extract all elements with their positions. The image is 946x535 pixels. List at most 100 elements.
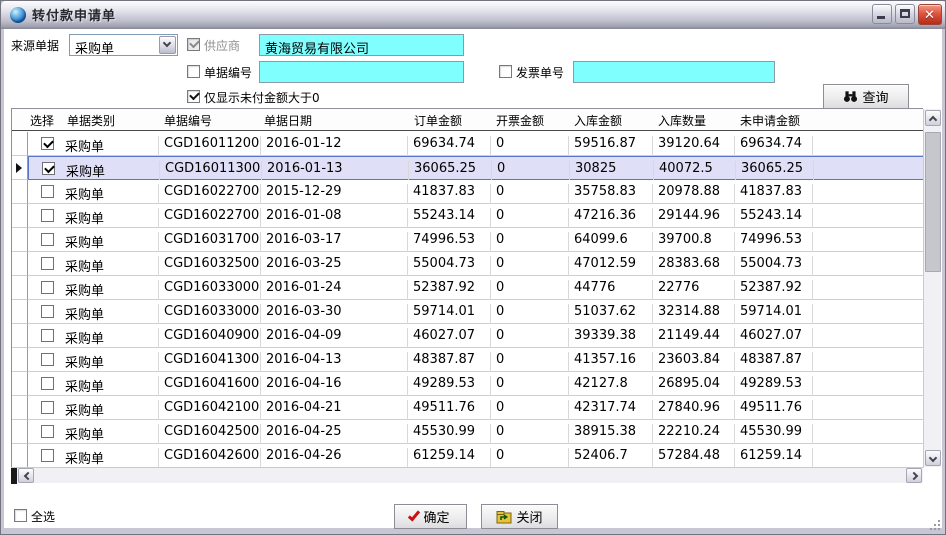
only-unpaid-checkbox[interactable]	[187, 90, 200, 103]
table-row[interactable]: 采购单 CGD160426002 2016-04-26 61259.14 0 52406.…	[12, 444, 924, 468]
row-select-checkbox[interactable]	[41, 305, 54, 318]
ok-button[interactable]: 确定	[394, 504, 467, 529]
cell-order-amt: 52387.92	[408, 280, 491, 300]
row-select-checkbox[interactable]	[41, 401, 54, 414]
cell-doc-no: CGD160416002	[159, 376, 261, 396]
invoice-no-checkbox[interactable]	[499, 65, 512, 78]
row-select-checkbox[interactable]	[41, 353, 54, 366]
cell-order-amt: 49289.53	[408, 376, 491, 396]
row-select-checkbox[interactable]	[41, 425, 54, 438]
maximize-button[interactable]	[895, 4, 915, 24]
cell-order-amt: 49511.76	[408, 400, 491, 420]
table-row[interactable]: 采购单 CGD160227002 2016-01-08 55243.14 0 47216.…	[12, 204, 924, 228]
scroll-down-button[interactable]	[925, 450, 941, 466]
minimize-button[interactable]	[872, 4, 892, 24]
row-selector-cell[interactable]	[12, 132, 28, 156]
row-body[interactable]: 采购单 CGD160426002 2016-04-26 61259.14 0 52406.…	[28, 444, 924, 468]
row-select-checkbox[interactable]	[41, 377, 54, 390]
row-select-checkbox[interactable]	[41, 137, 54, 150]
row-selector-cell[interactable]	[12, 252, 28, 276]
cell-in-amt: 51037.62	[569, 304, 653, 324]
row-body[interactable]: 采购单 CGD160227001 2015-12-29 41837.83 0 35758.…	[28, 180, 924, 204]
row-selector-cell[interactable]	[12, 396, 28, 420]
combo-dropdown-button[interactable]	[159, 36, 176, 54]
row-select-checkbox[interactable]	[41, 449, 54, 462]
row-selector-cell[interactable]	[12, 204, 28, 228]
scroll-right-button[interactable]	[906, 468, 922, 483]
vertical-scrollbar[interactable]	[923, 109, 941, 467]
row-body[interactable]: 采购单 CGD160112004 2016-01-12 69634.74 0 59516.…	[28, 132, 924, 156]
row-select-checkbox[interactable]	[41, 281, 54, 294]
vertical-scroll-thumb[interactable]	[925, 132, 941, 272]
table-row[interactable]: 采购单 CGD160227001 2015-12-29 41837.83 0 35758.…	[12, 180, 924, 204]
table-row[interactable]: 采购单 CGD160113003 2016-01-13 36065.25 0 30825 4…	[12, 156, 925, 181]
cell-blank	[813, 280, 924, 300]
cell-doc-no: CGD160112004	[159, 136, 261, 156]
table-row[interactable]: 采购单 CGD160325005 2016-03-25 55004.73 0 47012.…	[12, 252, 924, 276]
header-doc-date: 单据日期	[264, 114, 313, 128]
cell-doc-date: 2016-04-16	[261, 376, 408, 396]
grid-splitter-mark[interactable]	[11, 468, 17, 484]
resize-grip[interactable]	[927, 517, 940, 530]
scroll-left-button[interactable]	[18, 468, 34, 483]
close-button[interactable]: ✕	[918, 4, 942, 25]
cell-doc-date: 2016-04-09	[261, 328, 408, 348]
scroll-up-button[interactable]	[925, 110, 941, 126]
row-body[interactable]: 采购单 CGD160317006 2016-03-17 74996.53 0 64099.…	[28, 228, 924, 252]
source-doc-select[interactable]: 采购单	[69, 34, 178, 57]
row-select-checkbox[interactable]	[42, 162, 55, 175]
row-body[interactable]: 采购单 CGD160330007 2016-03-30 59714.01 0 51037.…	[28, 300, 924, 324]
header-order-amt: 订单金额	[414, 114, 463, 128]
select-all-checkbox[interactable]	[14, 509, 27, 522]
ok-button-label: 确定	[423, 510, 450, 525]
row-body[interactable]: 采购单 CGD160113003 2016-01-13 36065.25 0 30825 4…	[28, 156, 925, 181]
row-selector-cell[interactable]	[12, 324, 28, 348]
row-selector-cell[interactable]	[12, 156, 28, 180]
horizontal-scrollbar[interactable]	[11, 467, 923, 484]
table-row[interactable]: 采购单 CGD160330007 2016-03-30 59714.01 0 51037.…	[12, 300, 924, 324]
query-button[interactable]: 查询	[823, 84, 909, 109]
row-selector-cell[interactable]	[12, 372, 28, 396]
doc-no-field[interactable]	[259, 61, 464, 83]
row-selector-cell[interactable]	[12, 420, 28, 444]
row-select-checkbox[interactable]	[41, 329, 54, 342]
table-row[interactable]: 采购单 CGD160112004 2016-01-12 69634.74 0 59516.…	[12, 132, 924, 156]
table-row[interactable]: 采购单 CGD160413001 2016-04-13 48387.87 0 41357.…	[12, 348, 924, 372]
row-selector-cell[interactable]	[12, 444, 28, 468]
row-selector-cell[interactable]	[12, 348, 28, 372]
row-select-checkbox[interactable]	[41, 209, 54, 222]
table-row[interactable]: 采购单 CGD160416002 2016-04-16 49289.53 0 42127.…	[12, 372, 924, 396]
doc-no-checkbox[interactable]	[187, 65, 200, 78]
row-selector-cell[interactable]	[12, 300, 28, 324]
invoice-no-field[interactable]	[573, 61, 775, 83]
row-body[interactable]: 采购单 CGD160409002 2016-04-09 46027.07 0 39339.…	[28, 324, 924, 348]
row-select-checkbox[interactable]	[41, 185, 54, 198]
cell-in-amt: 35758.83	[569, 184, 653, 204]
table-row[interactable]: 采购单 CGD160409002 2016-04-09 46027.07 0 39339.…	[12, 324, 924, 348]
row-selector-cell[interactable]	[12, 276, 28, 300]
table-row[interactable]: 采购单 CGD160317006 2016-03-17 74996.53 0 64099.…	[12, 228, 924, 252]
cell-order-amt: 69634.74	[408, 136, 491, 156]
cell-unapplied-amt: 49511.76	[735, 400, 813, 420]
row-select-checkbox[interactable]	[41, 233, 54, 246]
row-selector-cell[interactable]	[12, 228, 28, 252]
table-row[interactable]: 采购单 CGD160425001 2016-04-25 45530.99 0 38915.…	[12, 420, 924, 444]
table-row[interactable]: 采购单 CGD160330003 2016-01-24 52387.92 0 44776 2…	[12, 276, 924, 300]
row-body[interactable]: 采购单 CGD160227002 2016-01-08 55243.14 0 47216.…	[28, 204, 924, 228]
row-body[interactable]: 采购单 CGD160330003 2016-01-24 52387.92 0 44776 2…	[28, 276, 924, 300]
title-bar[interactable]: 转付款申请单 ✕	[1, 1, 945, 29]
table-row[interactable]: 采购单 CGD160421002 2016-04-21 49511.76 0 42317.…	[12, 396, 924, 420]
row-body[interactable]: 采购单 CGD160416002 2016-04-16 49289.53 0 42127.…	[28, 372, 924, 396]
cell-in-qty: 57284.48	[653, 448, 735, 468]
supplier-label: 供应商	[204, 39, 241, 53]
row-selector-cell[interactable]	[12, 180, 28, 204]
dialog-close-button[interactable]: 关闭	[481, 504, 558, 529]
row-body[interactable]: 采购单 CGD160413001 2016-04-13 48387.87 0 41357.…	[28, 348, 924, 372]
cell-in-qty: 40072.5	[654, 161, 736, 181]
supplier-field[interactable]: 黄海贸易有限公司	[259, 34, 464, 56]
supplier-checkbox[interactable]	[187, 38, 200, 51]
row-select-checkbox[interactable]	[41, 257, 54, 270]
row-body[interactable]: 采购单 CGD160325005 2016-03-25 55004.73 0 47012.…	[28, 252, 924, 276]
row-body[interactable]: 采购单 CGD160421002 2016-04-21 49511.76 0 42317.…	[28, 396, 924, 420]
row-body[interactable]: 采购单 CGD160425001 2016-04-25 45530.99 0 38915.…	[28, 420, 924, 444]
